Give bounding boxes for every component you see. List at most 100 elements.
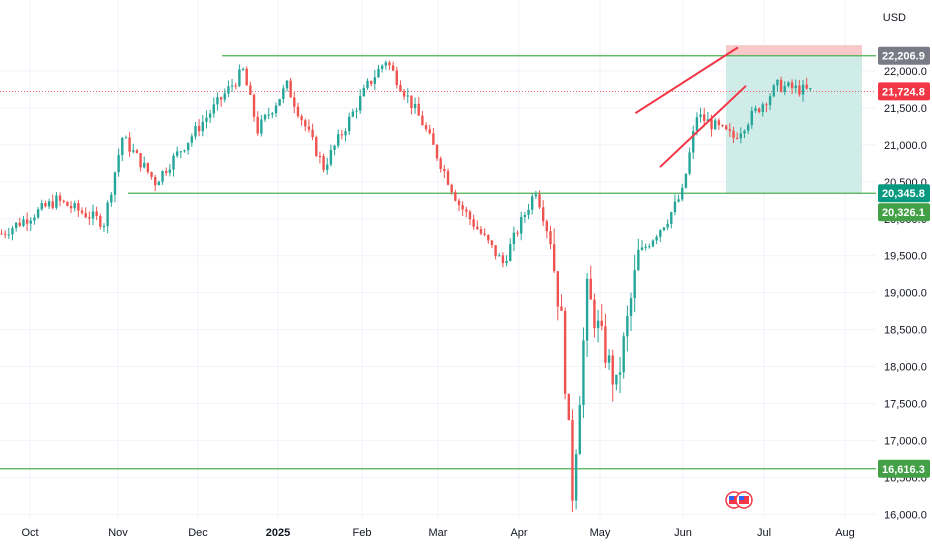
- candle: [186, 142, 190, 155]
- candle: [366, 78, 369, 90]
- candle: [99, 213, 102, 230]
- candle: [754, 105, 757, 114]
- candle-body: [208, 113, 212, 118]
- candle: [102, 223, 106, 232]
- candle: [450, 183, 453, 195]
- candle: [296, 102, 300, 119]
- candle-body: [388, 62, 391, 66]
- candle: [219, 96, 223, 107]
- candle-body: [241, 68, 245, 70]
- candle-body: [369, 80, 373, 84]
- candle: [91, 204, 95, 226]
- candle: [197, 119, 201, 137]
- candle: [607, 349, 611, 370]
- support-price-tag-text: 20,345.8: [882, 188, 925, 200]
- candle: [776, 79, 779, 92]
- candle-body: [541, 207, 545, 222]
- candle-body: [432, 133, 435, 145]
- candle: [706, 112, 710, 122]
- y-tick-label: 17,000.0: [884, 435, 927, 447]
- candle: [121, 136, 124, 162]
- candle: [520, 211, 523, 241]
- candle-body: [754, 108, 757, 111]
- candle: [739, 127, 743, 144]
- candle: [651, 239, 655, 248]
- candle-body: [194, 125, 197, 137]
- candle-body: [626, 315, 629, 337]
- candle-body: [146, 162, 150, 173]
- y-tick-label: 21,500.0: [884, 103, 927, 115]
- candle-body: [362, 88, 366, 97]
- candle-body: [77, 203, 80, 211]
- candle-body: [318, 156, 322, 158]
- candle-body: [344, 131, 347, 136]
- candle: [670, 211, 673, 229]
- candle-body: [574, 454, 578, 501]
- candle: [457, 198, 461, 212]
- candle: [487, 234, 490, 244]
- candle-body: [165, 171, 168, 173]
- candle: [358, 89, 362, 115]
- wedge-upper-line: [634, 46, 739, 114]
- candle-body: [699, 114, 702, 118]
- candle-body: [47, 201, 51, 207]
- candle-body: [651, 240, 655, 247]
- candle: [293, 91, 296, 114]
- candle: [644, 243, 647, 251]
- candle-body: [227, 86, 230, 94]
- candle-body: [51, 201, 54, 208]
- candle: [278, 98, 281, 107]
- us-flag-icon[interactable]: [735, 491, 753, 509]
- candle: [552, 228, 556, 274]
- candle-body: [106, 202, 109, 227]
- candle: [380, 64, 384, 73]
- candle: [637, 238, 640, 271]
- event-icons[interactable]: [725, 491, 753, 509]
- candle: [424, 122, 428, 132]
- candle: [117, 148, 120, 177]
- candle-body: [750, 110, 753, 126]
- resistance-price-tag-text: 22,206.9: [882, 51, 925, 63]
- candle: [205, 110, 208, 129]
- candle: [545, 219, 549, 239]
- candle: [135, 149, 139, 154]
- candle-body: [326, 164, 329, 170]
- candle: [465, 206, 468, 218]
- candle-body: [472, 219, 475, 227]
- candle: [139, 152, 142, 172]
- candle-body: [183, 150, 186, 152]
- candle: [717, 118, 721, 131]
- x-tick-label: Oct: [21, 527, 38, 539]
- candle-body: [267, 114, 270, 116]
- candle-body: [11, 228, 14, 235]
- candle-body: [666, 223, 669, 228]
- candle: [304, 118, 307, 132]
- candle: [124, 135, 128, 139]
- candle-body: [779, 79, 783, 92]
- y-tick-label: 19,000.0: [884, 288, 927, 300]
- candle: [260, 114, 263, 137]
- candle-body: [765, 104, 768, 106]
- rising-wedge: [634, 46, 747, 168]
- candle: [179, 150, 183, 159]
- candle-body: [289, 80, 292, 98]
- candle-body: [329, 149, 333, 165]
- candle: [750, 106, 753, 129]
- candle-body: [746, 125, 750, 131]
- candle: [648, 243, 651, 249]
- candle-body: [348, 116, 351, 132]
- candle: [73, 200, 76, 212]
- candle-body: [337, 134, 340, 146]
- candle: [150, 171, 153, 180]
- candle: [66, 201, 69, 207]
- candle-body: [531, 196, 534, 210]
- candle-body: [476, 226, 479, 230]
- candle-body: [274, 105, 278, 114]
- candle-body: [567, 393, 570, 421]
- candle: [410, 95, 413, 115]
- x-tick-label: Apr: [510, 527, 527, 539]
- candle: [18, 217, 21, 227]
- candle-body: [384, 62, 387, 66]
- candle: [223, 88, 226, 103]
